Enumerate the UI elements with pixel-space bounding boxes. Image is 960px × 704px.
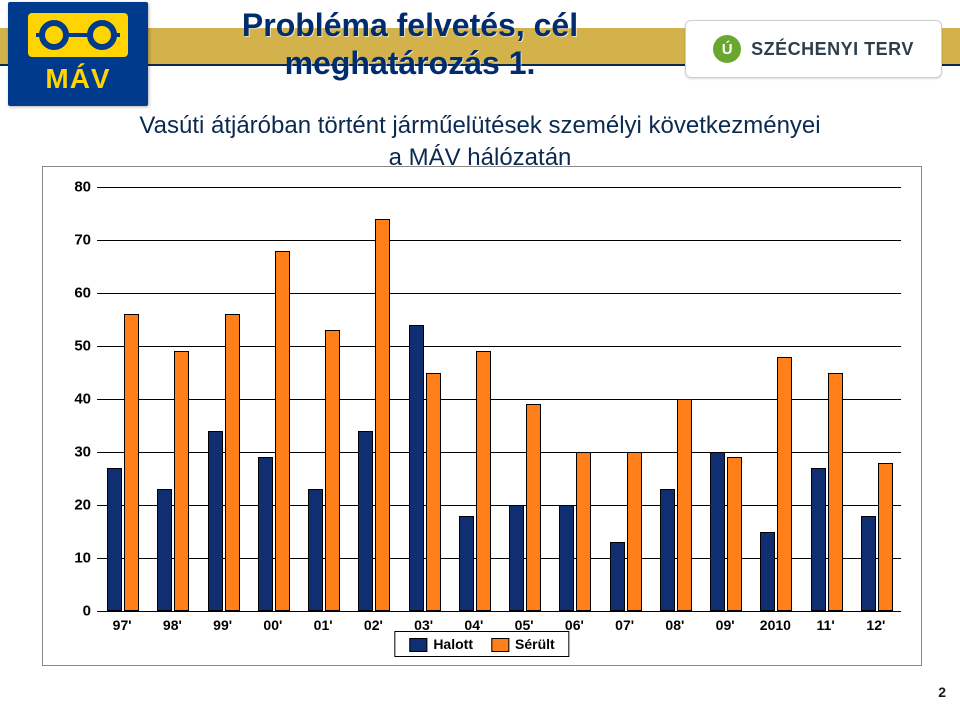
bar-sérült	[426, 373, 441, 612]
y-tick-label: 80	[63, 179, 91, 196]
gridline	[97, 240, 901, 241]
bar-halott	[409, 325, 424, 611]
legend-label-halott: Halott	[433, 636, 473, 652]
gridline	[97, 187, 901, 188]
bar-sérült	[828, 373, 843, 612]
bar-sérült	[526, 404, 541, 611]
title-line-1: Probléma felvetés, cél	[200, 6, 620, 44]
bar-halott	[660, 489, 675, 611]
gridline	[97, 611, 901, 612]
mav-logo-text: MÁV	[45, 63, 110, 95]
x-tick-label: 07'	[600, 617, 650, 633]
header-bar: MÁV Probléma felvetés, cél meghatározás …	[0, 0, 960, 108]
bar-halott	[710, 452, 725, 611]
y-tick-label: 70	[63, 232, 91, 249]
title-line-2: meghatározás 1.	[200, 44, 620, 82]
x-tick-label: 01'	[298, 617, 348, 633]
y-tick-label: 40	[63, 391, 91, 408]
bar-halott	[760, 532, 775, 612]
bar-sérült	[124, 314, 139, 611]
y-tick-label: 0	[63, 603, 91, 620]
subtitle-line-1: Vasúti átjáróban történt járműelütések s…	[139, 112, 820, 139]
szechenyi-badge: Ú SZÉCHENYI TERV	[685, 20, 942, 78]
bar-sérült	[576, 452, 591, 611]
bar-sérült	[375, 219, 390, 611]
legend-swatch-halott	[409, 638, 427, 652]
chart-frame: 0102030405060708097'98'99'00'01'02'03'04…	[42, 166, 922, 666]
x-tick-label: 2010	[750, 617, 800, 633]
y-tick-label: 60	[63, 285, 91, 302]
x-tick-label: 08'	[650, 617, 700, 633]
bar-halott	[358, 431, 373, 611]
bar-halott	[208, 431, 223, 611]
bar-halott	[559, 505, 574, 611]
bar-sérült	[325, 330, 340, 611]
legend-label-serult: Sérült	[515, 636, 555, 652]
x-tick-label: 12'	[851, 617, 901, 633]
bar-sérült	[627, 452, 642, 611]
y-tick-label: 30	[63, 444, 91, 461]
legend-item-serult: Sérült	[491, 636, 555, 652]
bar-halott	[308, 489, 323, 611]
bar-sérült	[275, 251, 290, 611]
bar-sérült	[727, 457, 742, 611]
bar-sérült	[476, 351, 491, 611]
bar-sérült	[174, 351, 189, 611]
chart-legend: Halott Sérült	[394, 631, 569, 657]
bar-halott	[509, 505, 524, 611]
bar-halott	[861, 516, 876, 611]
bar-halott	[459, 516, 474, 611]
x-tick-label: 97'	[97, 617, 147, 633]
page-number: 2	[938, 684, 946, 700]
bar-sérült	[878, 463, 893, 611]
bar-halott	[610, 542, 625, 611]
legend-swatch-serult	[491, 638, 509, 652]
bar-halott	[157, 489, 172, 611]
szechenyi-u-icon: Ú	[713, 35, 741, 63]
bar-sérült	[225, 314, 240, 611]
page-title: Probléma felvetés, cél meghatározás 1.	[200, 6, 620, 83]
bar-sérült	[677, 399, 692, 611]
x-tick-label: 09'	[700, 617, 750, 633]
mav-logo: MÁV	[8, 2, 148, 106]
bar-sérült	[777, 357, 792, 611]
x-tick-label: 98'	[147, 617, 197, 633]
szechenyi-text: SZÉCHENYI TERV	[751, 39, 914, 60]
bar-halott	[258, 457, 273, 611]
y-tick-label: 50	[63, 338, 91, 355]
y-tick-label: 20	[63, 497, 91, 514]
x-tick-label: 99'	[198, 617, 248, 633]
bar-halott	[811, 468, 826, 611]
bar-halott	[107, 468, 122, 611]
chart-plot-area: 0102030405060708097'98'99'00'01'02'03'04…	[97, 187, 901, 611]
y-tick-label: 10	[63, 550, 91, 567]
gridline	[97, 293, 901, 294]
mav-wheels-icon	[28, 13, 128, 57]
legend-item-halott: Halott	[409, 636, 473, 652]
x-tick-label: 02'	[348, 617, 398, 633]
x-tick-label: 00'	[248, 617, 298, 633]
gridline	[97, 346, 901, 347]
x-tick-label: 11'	[801, 617, 851, 633]
